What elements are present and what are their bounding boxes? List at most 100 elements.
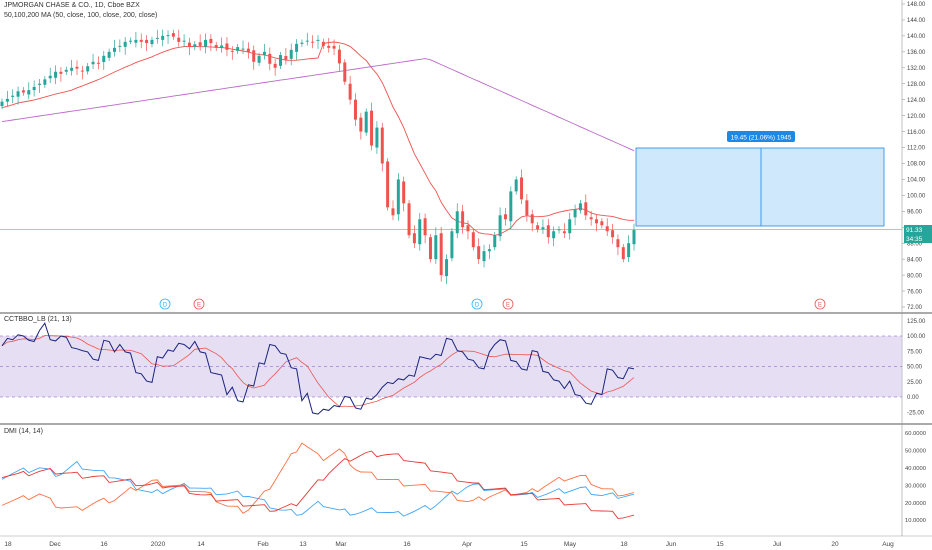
candle-body xyxy=(37,83,41,85)
candle-body xyxy=(155,37,159,39)
candle-body xyxy=(370,110,374,146)
candle-body xyxy=(584,202,588,216)
price-tick-label: 76.00 xyxy=(907,289,923,295)
candle-body xyxy=(627,243,631,258)
cctbbo-signal xyxy=(1,335,635,408)
ma-200-line xyxy=(1,58,635,152)
dmi-adx-line xyxy=(1,450,635,519)
candle-body xyxy=(204,39,208,47)
event-marker-label: D xyxy=(475,302,480,308)
candle-body xyxy=(193,44,197,48)
time-tick-label: Aug xyxy=(882,541,894,548)
earnings-marker xyxy=(502,298,514,310)
measure-label-bg xyxy=(727,131,795,142)
candle-body xyxy=(493,235,497,248)
measure-box[interactable] xyxy=(635,147,885,227)
candle-body xyxy=(520,177,524,200)
candle-body xyxy=(252,50,256,62)
candle-body xyxy=(48,75,52,79)
candle-body xyxy=(407,203,411,236)
candle-body xyxy=(177,37,181,42)
candle-body xyxy=(514,179,518,192)
price-tick-label: 116.00 xyxy=(907,130,926,136)
candle-body xyxy=(632,230,636,245)
candle-body xyxy=(423,218,427,236)
time-tick-label: Feb xyxy=(257,541,269,548)
candle-body xyxy=(64,69,68,72)
candle-body xyxy=(289,49,293,59)
cctbbo-tick-label: 100.00 xyxy=(907,334,926,340)
candle-body xyxy=(552,231,556,239)
price-tick-label: 132.00 xyxy=(907,66,926,72)
event-marker-label: D xyxy=(163,302,168,308)
candle-body xyxy=(139,39,143,42)
time-tick-label: 13 xyxy=(299,541,307,548)
price-tick-label: 84.00 xyxy=(907,257,923,263)
candle-body xyxy=(621,247,625,260)
candle-body xyxy=(412,233,416,244)
time-tick-label: 16 xyxy=(100,541,108,548)
candle-body xyxy=(418,219,422,245)
event-marker-label: E xyxy=(818,302,822,308)
dmi-lines xyxy=(1,442,635,519)
candle-body xyxy=(487,249,491,252)
cctbbo-axis: 125.00 100.00 75.00 50.00 25.00 0.00 -25.00 xyxy=(907,319,926,417)
event-marker-label: E xyxy=(506,302,510,308)
dmi-tick-label: 10.0000 xyxy=(905,518,926,524)
candle-body xyxy=(59,71,63,74)
price-tick-label: 120.00 xyxy=(907,114,926,120)
candle-body xyxy=(461,211,465,228)
dmi-tick-label: 40.0000 xyxy=(905,466,926,472)
candle-body xyxy=(112,47,116,52)
cctbbo-legend: CCTBBO_LB (21, 13) xyxy=(4,316,72,323)
dmi-axis: 60.0000 50.0000 40.0000 30.0000 20.0000 10.00… xyxy=(905,431,926,524)
dividend-marker xyxy=(159,298,171,310)
moving-averages xyxy=(1,41,635,236)
candle-body xyxy=(279,55,283,66)
candle-body xyxy=(578,203,582,211)
candle-body xyxy=(21,90,25,93)
price-tick-label: 108.00 xyxy=(907,162,926,168)
time-tick-label: 18 xyxy=(620,541,628,548)
candle-body xyxy=(54,71,58,78)
candle-body xyxy=(145,39,149,44)
time-tick-label: May xyxy=(564,541,577,548)
price-badge-text: 91.33 xyxy=(906,227,923,234)
candle-body xyxy=(536,225,540,230)
candle-body xyxy=(353,99,357,120)
time-tick-label: 15 xyxy=(716,541,724,548)
candle-body xyxy=(118,45,122,47)
candle-body xyxy=(477,246,481,260)
measure-label: 19.45 (21.06%) 1945 xyxy=(731,135,792,142)
price-tick-label: 140.00 xyxy=(907,34,926,40)
candle-body xyxy=(348,83,352,100)
candle-body xyxy=(150,39,154,45)
candle-body xyxy=(332,45,336,49)
time-tick-label: Jun xyxy=(666,541,677,548)
candle-body xyxy=(214,45,218,48)
candle-body xyxy=(129,40,133,42)
time-tick-label: 2020 xyxy=(151,541,166,548)
candle-body xyxy=(209,38,213,44)
candle-body xyxy=(236,47,240,51)
candle-body xyxy=(525,200,529,216)
candle-body xyxy=(434,235,438,260)
time-tick-label: 20 xyxy=(831,541,839,548)
candle-body xyxy=(359,117,363,132)
candle-body xyxy=(11,95,15,97)
candle-body xyxy=(70,67,74,71)
time-axis: 18 Dec 16 2020 14 Feb 13 Mar 16 Apr 15 May 18 Jun 15 Ju… xyxy=(4,541,894,548)
cctbbo-tick-label: 125.00 xyxy=(907,319,926,325)
dmi-plus-line xyxy=(1,460,635,517)
candle-body xyxy=(43,79,47,85)
candle-body xyxy=(246,48,250,53)
candle-body xyxy=(498,215,502,237)
candle-body xyxy=(273,63,277,68)
price-tick-label: 112.00 xyxy=(907,146,926,152)
candle-body xyxy=(600,221,604,226)
candle-body xyxy=(428,237,432,260)
candle-body xyxy=(439,233,443,276)
candle-body xyxy=(86,66,90,72)
candle-body xyxy=(187,42,191,48)
